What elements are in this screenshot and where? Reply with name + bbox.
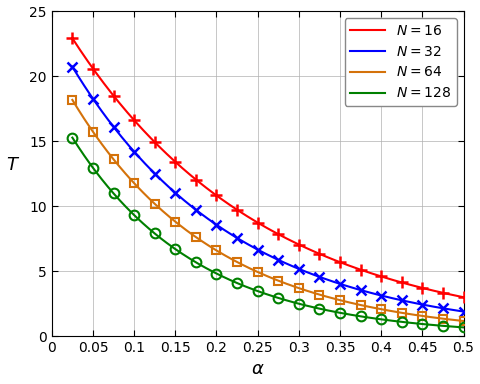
Line: $N = 32$: $N = 32$ [72,67,464,311]
$N = 16$ [142,130,148,134]
$N = 128$ [93,169,99,174]
$N = 32$ [142,161,148,166]
$N = 64$ [70,98,75,102]
$N = 64$ [441,316,447,321]
$N = 64$ [461,319,467,323]
$N = 32$ [174,192,180,196]
$N = 32$ [427,304,433,308]
$N = 16$ [427,288,433,292]
$N = 64$ [427,315,433,319]
X-axis label: $\alpha$: $\alpha$ [251,361,264,379]
$N = 32$ [441,306,447,311]
$N = 64$ [85,122,91,127]
$N = 16$ [70,36,75,41]
$N = 32$ [85,89,91,94]
$N = 32$ [93,101,99,105]
Y-axis label: $T$: $T$ [6,156,20,174]
Line: $N = 64$: $N = 64$ [72,100,464,321]
Legend: $N = 16$, $N = 32$, $N = 64$, $N = 128$: $N = 16$, $N = 32$, $N = 64$, $N = 128$ [345,18,456,106]
$N = 64$ [174,220,180,225]
$N = 128$ [85,159,91,164]
$N = 128$ [174,248,180,252]
$N = 32$ [70,65,75,69]
$N = 16$ [461,295,467,300]
Line: $N = 16$: $N = 16$ [72,38,464,297]
Line: $N = 128$: $N = 128$ [72,137,464,328]
$N = 16$ [93,70,99,75]
$N = 64$ [93,134,99,138]
$N = 128$ [427,323,433,327]
$N = 128$ [461,325,467,330]
$N = 128$ [441,324,447,328]
$N = 16$ [174,161,180,165]
$N = 16$ [441,291,447,295]
$N = 64$ [142,192,148,197]
$N = 32$ [461,309,467,314]
$N = 16$ [85,60,91,64]
$N = 128$ [142,223,148,228]
$N = 128$ [70,135,75,140]
